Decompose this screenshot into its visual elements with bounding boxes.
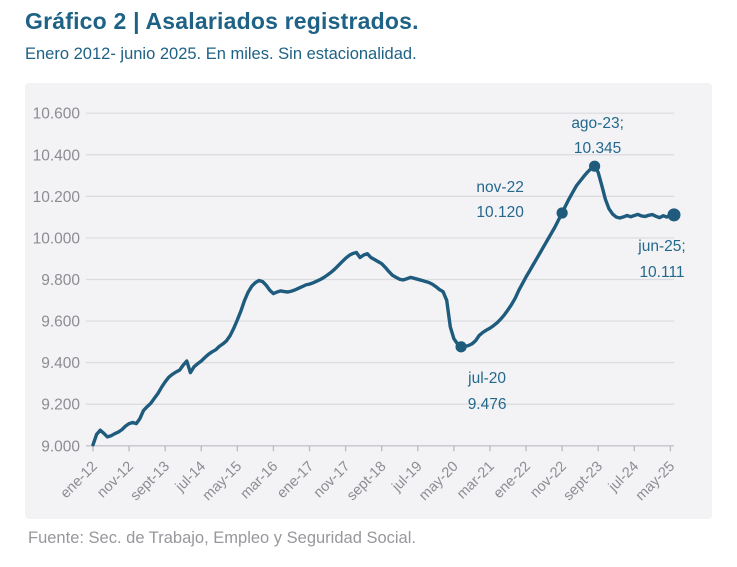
x-tick-label: mar-21 [454, 459, 498, 503]
y-tick-label: 9.200 [41, 397, 80, 414]
y-tick-label: 10.200 [33, 189, 81, 206]
source-note: Fuente: Sec. de Trabajo, Empleo y Seguri… [28, 529, 416, 547]
x-tick-label: may-25 [633, 459, 679, 505]
x-tick-label: sept-18 [344, 459, 390, 505]
data-line [91, 164, 676, 447]
annotation-value-label: 9.476 [468, 396, 507, 413]
page-title: Gráfico 2 | Asalariados registrados. [25, 8, 419, 34]
x-tick-label: ene-12 [58, 459, 101, 502]
annotation-category-label: ago-23; [571, 115, 624, 132]
annotation-value-label: 10.111 [639, 264, 684, 281]
data-point-marker [556, 207, 568, 219]
data-point-marker [455, 341, 467, 353]
y-tick-label: 9.400 [41, 355, 80, 372]
y-tick-label: 10.000 [33, 230, 81, 247]
y-tick-label: 9.800 [41, 272, 80, 289]
x-tick-label: may-20 [416, 459, 462, 505]
x-tick-label: mar-16 [237, 459, 281, 503]
y-tick-label: 9.600 [41, 314, 80, 331]
x-tick-label: sept-23 [561, 459, 607, 505]
y-tick-label: 10.600 [33, 106, 81, 123]
annotation-category-label: nov-22 [476, 179, 523, 196]
data-point-marker [667, 208, 681, 222]
y-tick-label: 10.400 [33, 147, 81, 164]
annotation-category-label: jun-25; [637, 238, 685, 255]
annotation-value-label: 10.345 [574, 140, 621, 157]
data-point-marker [589, 160, 601, 172]
x-tick-label: may-15 [200, 459, 246, 505]
y-tick-label: 9.000 [41, 438, 80, 455]
x-tick-label: ene-17 [274, 459, 317, 502]
chart-subtitle: Enero 2012- junio 2025. En miles. Sin es… [25, 45, 417, 63]
annotation-value-label: 10.120 [476, 204, 524, 221]
x-tick-label: ene-22 [491, 459, 534, 502]
annotation-category-label: jul-20 [467, 370, 506, 387]
x-tick-label: sept-13 [127, 459, 173, 505]
